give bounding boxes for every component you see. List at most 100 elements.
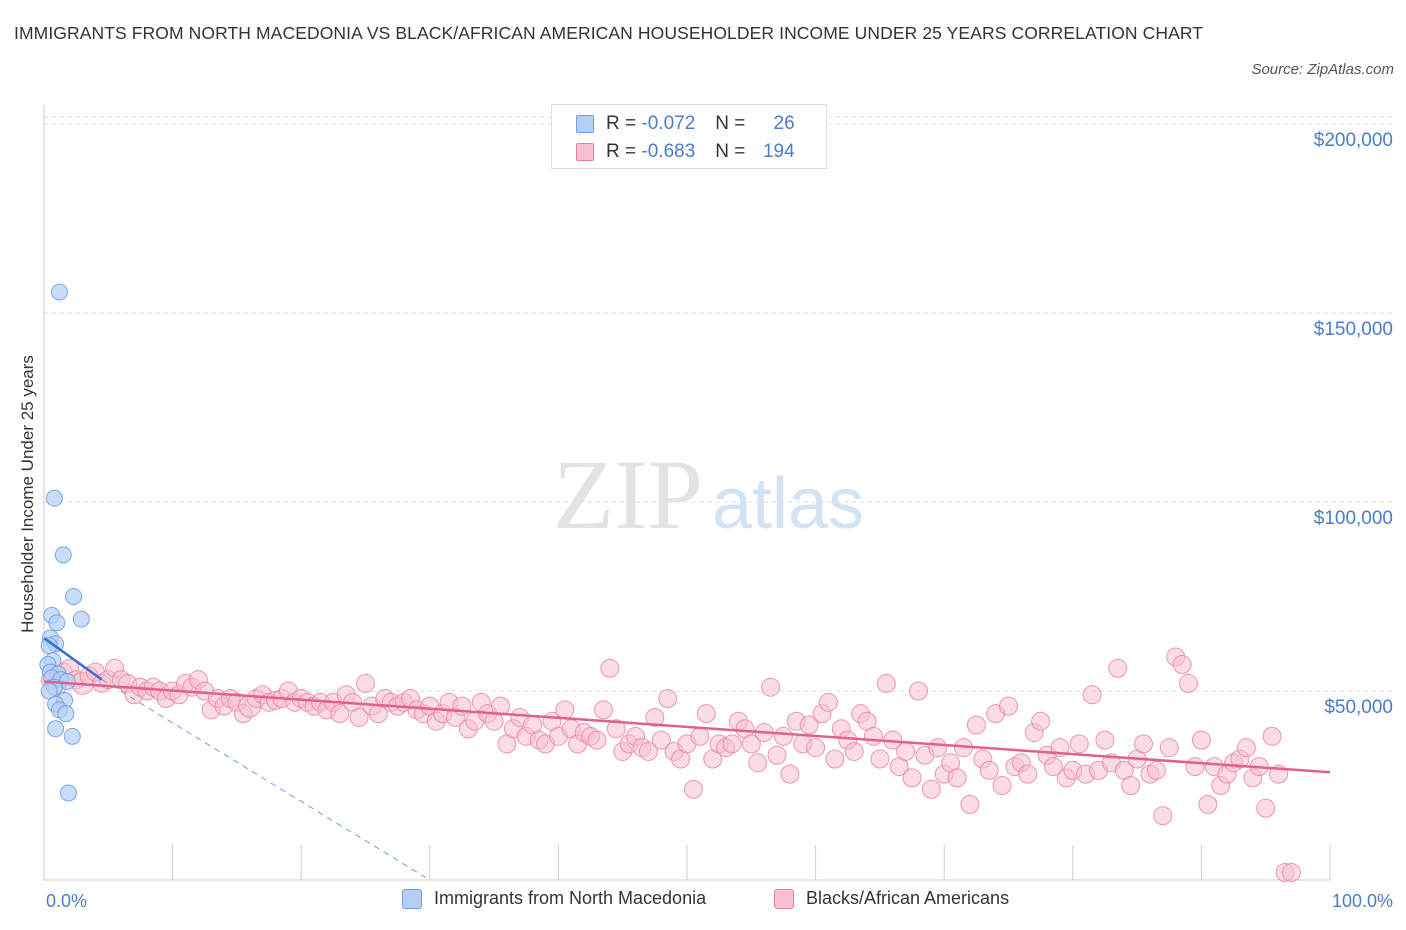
blue-point — [47, 720, 65, 738]
series-blacks-african-americans — [40, 647, 1301, 882]
legend-row-blacks: R = -0.683 N = 194 — [576, 138, 795, 166]
blue-trend-extension — [101, 679, 431, 881]
legend-r-label: R = — [606, 113, 637, 134]
pink-point — [806, 738, 826, 758]
blue-trend-line — [43, 637, 103, 681]
pink-point — [658, 689, 678, 709]
pink-point — [818, 692, 838, 712]
pink-point — [1236, 738, 1256, 758]
trend-lines — [43, 637, 1331, 881]
pink-point — [761, 677, 781, 697]
pink-point — [999, 696, 1018, 716]
pink-point — [1191, 730, 1211, 750]
blue-point — [65, 587, 83, 605]
blue-point — [45, 489, 63, 507]
bottom-legend-label: Immigrants from North Macedonia — [434, 888, 707, 908]
x-tick-label: 0.0% — [46, 891, 87, 911]
bottom-legend-north-macedonia: Immigrants from North Macedonia — [402, 888, 706, 909]
blue-point — [48, 614, 66, 632]
pink-point — [767, 745, 787, 765]
pink-point — [1256, 798, 1276, 818]
pink-point — [960, 794, 980, 814]
pink-point — [356, 673, 375, 693]
legend-row-north-macedonia: R = -0.072 N = 26 — [576, 110, 795, 138]
watermark-atlas: atlas — [712, 464, 864, 544]
legend-n-label: N = — [715, 141, 746, 162]
blue-point — [57, 705, 75, 723]
pink-point — [330, 704, 350, 724]
grid-lines — [44, 116, 1395, 692]
y-tick-label: $150,000 — [1314, 319, 1393, 340]
pink-point — [748, 753, 768, 773]
watermark: ZIP atlas — [553, 439, 864, 550]
y-axis-label: Householder Income Under 25 years — [18, 355, 37, 633]
pink-point — [863, 726, 883, 746]
pink-point — [876, 673, 896, 693]
blue-point — [72, 610, 90, 628]
legend-n-value: 26 — [773, 113, 795, 134]
pink-point — [1281, 862, 1301, 882]
pink-point — [928, 738, 948, 758]
pink-point — [1108, 658, 1128, 678]
pink-point — [870, 749, 890, 769]
pink-point — [1134, 734, 1154, 754]
y-tick-label: $50,000 — [1324, 697, 1393, 718]
pink-point — [491, 696, 511, 716]
pink-point — [1082, 685, 1102, 705]
watermark-zip: ZIP — [553, 439, 703, 550]
pink-point — [966, 715, 986, 735]
blue-point — [50, 283, 68, 301]
pink-point — [683, 779, 703, 799]
pink-point — [896, 741, 916, 761]
bottom-legend-blacks: Blacks/African Americans — [774, 888, 1009, 909]
source-label: Source: ZipAtlas.com — [1251, 61, 1394, 78]
pink-point — [979, 760, 999, 780]
pink-point — [1146, 760, 1166, 780]
pink-point — [638, 741, 658, 761]
legend-n-value: 194 — [762, 141, 795, 162]
bottom-legend-swatch-blue — [402, 888, 422, 909]
bottom-legend-swatch-pink — [774, 888, 794, 909]
pink-point — [1179, 673, 1199, 693]
legend-r-value: -0.683 — [641, 141, 696, 162]
pink-point — [593, 700, 613, 720]
legend-box: R = -0.072 N = 26 R = -0.683 N = 194 — [551, 104, 827, 169]
pink-point — [947, 768, 967, 788]
pink-point — [1069, 734, 1089, 754]
series-north-macedonia — [39, 283, 90, 802]
pink-point — [1121, 775, 1141, 795]
blue-point — [63, 727, 81, 745]
pink-point — [1185, 757, 1205, 777]
chart-title: IMMIGRANTS FROM NORTH MACEDONIA VS BLACK… — [14, 23, 1204, 43]
pink-point — [1198, 794, 1218, 814]
axes — [43, 105, 1331, 881]
legend-r-value: -0.072 — [641, 113, 696, 134]
blue-point — [54, 546, 72, 564]
pink-point — [600, 658, 620, 678]
pink-point — [741, 734, 761, 754]
pink-point — [1018, 764, 1038, 784]
pink-point — [606, 719, 626, 739]
pink-point — [780, 764, 800, 784]
pink-point — [1172, 655, 1192, 675]
pink-point — [722, 734, 742, 754]
pink-point — [645, 707, 665, 727]
pink-point — [1159, 738, 1179, 758]
pink-point — [651, 730, 671, 750]
pink-point — [690, 726, 710, 746]
blue-point — [59, 784, 77, 802]
pink-point — [902, 768, 922, 788]
pink-point — [696, 704, 716, 724]
pink-point — [921, 779, 941, 799]
pink-point — [1095, 730, 1115, 750]
y-tick-label: $200,000 — [1314, 130, 1393, 151]
bottom-legend-label: Blacks/African Americans — [806, 888, 1010, 908]
pink-point — [799, 715, 819, 735]
pink-point — [908, 681, 928, 701]
pink-point — [825, 749, 845, 769]
pink-point — [773, 726, 793, 746]
pink-point — [844, 741, 864, 761]
pink-point — [1262, 726, 1282, 746]
pink-point — [555, 700, 575, 720]
